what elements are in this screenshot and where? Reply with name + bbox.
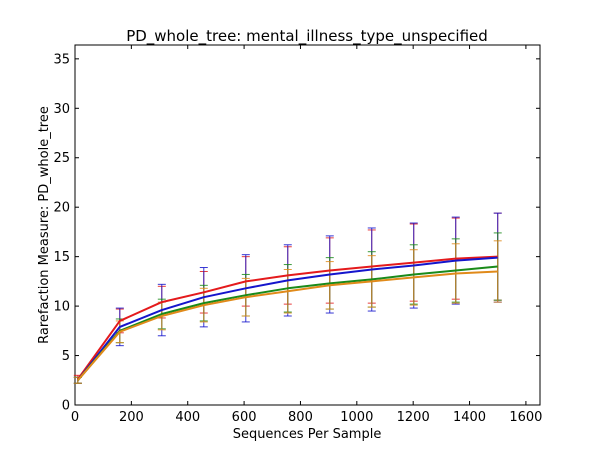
series-line-1: [76, 255, 498, 380]
series-line-3: [77, 265, 498, 381]
x-tick-label: 200: [119, 410, 144, 425]
y-tick-label: 30: [53, 102, 70, 117]
x-tick-label: 400: [175, 410, 200, 425]
x-tick-label: 1600: [509, 410, 542, 425]
y-tick-label: 35: [53, 52, 70, 67]
x-axis-label: Sequences Per Sample: [233, 427, 382, 442]
plot-area: [74, 44, 541, 406]
y-tick-label: 5: [62, 349, 70, 364]
x-tick-label: 1000: [340, 410, 373, 425]
x-axis-ticks: 0 200 400 600 800 1000 1200 1400 1600: [71, 45, 542, 425]
series-line-4: [77, 270, 498, 381]
x-tick-label: 1200: [397, 410, 430, 425]
y-tick-label: 15: [53, 250, 70, 265]
x-tick-label: 800: [288, 410, 313, 425]
series-lines: [76, 255, 498, 381]
y-axis-ticks: 0 5 10 15 20 25 30 35: [53, 52, 540, 414]
x-tick-label: 0: [71, 410, 79, 425]
y-tick-label: 10: [53, 300, 70, 315]
chart-title: PD_whole_tree: mental_illness_type_unspe…: [126, 27, 488, 46]
y-tick-label: 0: [62, 399, 70, 414]
y-tick-label: 25: [53, 151, 70, 166]
series-line-2: [77, 256, 498, 381]
y-axis-label: Rarefaction Measure: PD_whole_tree: [37, 106, 52, 344]
x-tick-label: 1400: [453, 410, 486, 425]
x-tick-label: 600: [232, 410, 257, 425]
y-tick-label: 20: [53, 201, 70, 216]
